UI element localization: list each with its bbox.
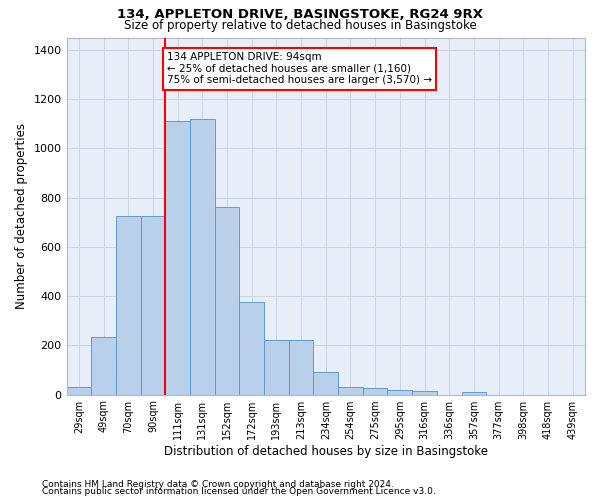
Bar: [116, 216, 140, 394]
Bar: [190, 119, 215, 394]
Bar: [289, 340, 313, 394]
Text: Size of property relative to detached houses in Basingstoke: Size of property relative to detached ho…: [124, 19, 476, 32]
Bar: [140, 216, 165, 394]
Bar: [239, 302, 264, 394]
Bar: [338, 387, 363, 394]
Bar: [461, 392, 486, 394]
Text: 134, APPLETON DRIVE, BASINGSTOKE, RG24 9RX: 134, APPLETON DRIVE, BASINGSTOKE, RG24 9…: [117, 8, 483, 20]
Bar: [67, 387, 91, 394]
Bar: [363, 388, 388, 394]
Bar: [313, 372, 338, 394]
Bar: [388, 390, 412, 394]
Text: Contains HM Land Registry data © Crown copyright and database right 2024.: Contains HM Land Registry data © Crown c…: [42, 480, 394, 489]
Bar: [91, 336, 116, 394]
Bar: [412, 391, 437, 394]
Text: 134 APPLETON DRIVE: 94sqm
← 25% of detached houses are smaller (1,160)
75% of se: 134 APPLETON DRIVE: 94sqm ← 25% of detac…: [167, 52, 432, 86]
Bar: [165, 121, 190, 394]
Bar: [264, 340, 289, 394]
X-axis label: Distribution of detached houses by size in Basingstoke: Distribution of detached houses by size …: [164, 444, 488, 458]
Text: Contains public sector information licensed under the Open Government Licence v3: Contains public sector information licen…: [42, 487, 436, 496]
Bar: [215, 208, 239, 394]
Y-axis label: Number of detached properties: Number of detached properties: [15, 123, 28, 309]
